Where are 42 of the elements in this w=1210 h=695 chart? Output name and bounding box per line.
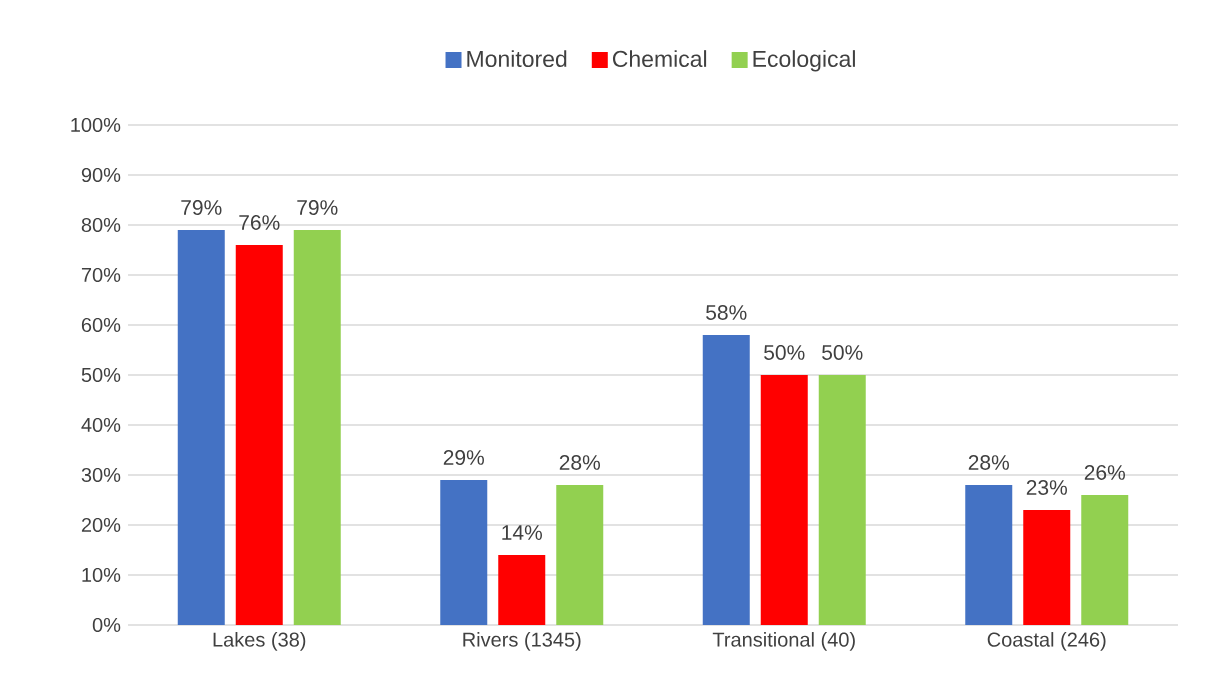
bar (965, 484, 1013, 625)
x-tick-label: Rivers (1345) (463, 632, 581, 651)
data-label: 76% (239, 215, 280, 230)
data-label: 79% (181, 200, 222, 215)
data-label: 23% (1026, 480, 1067, 495)
y-tick-label: 10% (82, 567, 121, 583)
y-tick-label: 100% (71, 117, 121, 133)
data-label: 79% (297, 200, 338, 215)
x-tick-label: Lakes (38) (213, 632, 306, 651)
y-tick-label: 70% (81, 267, 121, 283)
x-tick-label: Coastal (246) (987, 632, 1106, 651)
data-label: 14% (502, 525, 542, 540)
data-label: 50% (822, 345, 863, 360)
y-tick-label: 20% (81, 517, 121, 533)
bar (1023, 509, 1071, 625)
bar (760, 374, 808, 625)
y-tick-label: 90% (81, 167, 121, 183)
legend-label: Ecological (753, 50, 855, 72)
bar (1081, 494, 1129, 625)
bar (702, 334, 750, 625)
bar (818, 374, 866, 625)
legend-label: Monitored (467, 50, 567, 68)
x-tick-label: Transitional (40) (712, 632, 855, 651)
y-tick-label: 60% (81, 317, 121, 333)
y-tick-label: 30% (81, 467, 121, 483)
y-tick-label: 80% (81, 217, 121, 233)
legend-label: Chemical (612, 50, 707, 68)
data-label: 58% (706, 305, 747, 320)
bar (235, 244, 283, 625)
y-tick-label: 40% (81, 417, 121, 433)
bar (177, 229, 225, 625)
data-label: 28% (968, 455, 1009, 470)
bar (293, 229, 341, 625)
data-label: 29% (443, 450, 484, 465)
bar (556, 484, 604, 625)
data-label: 26% (1084, 465, 1125, 480)
bar (440, 479, 488, 625)
y-tick-label: 50% (81, 367, 121, 383)
bar (498, 554, 546, 625)
y-tick-label: 0% (92, 617, 121, 633)
data-label: 28% (559, 455, 600, 470)
data-label: 50% (764, 345, 805, 360)
